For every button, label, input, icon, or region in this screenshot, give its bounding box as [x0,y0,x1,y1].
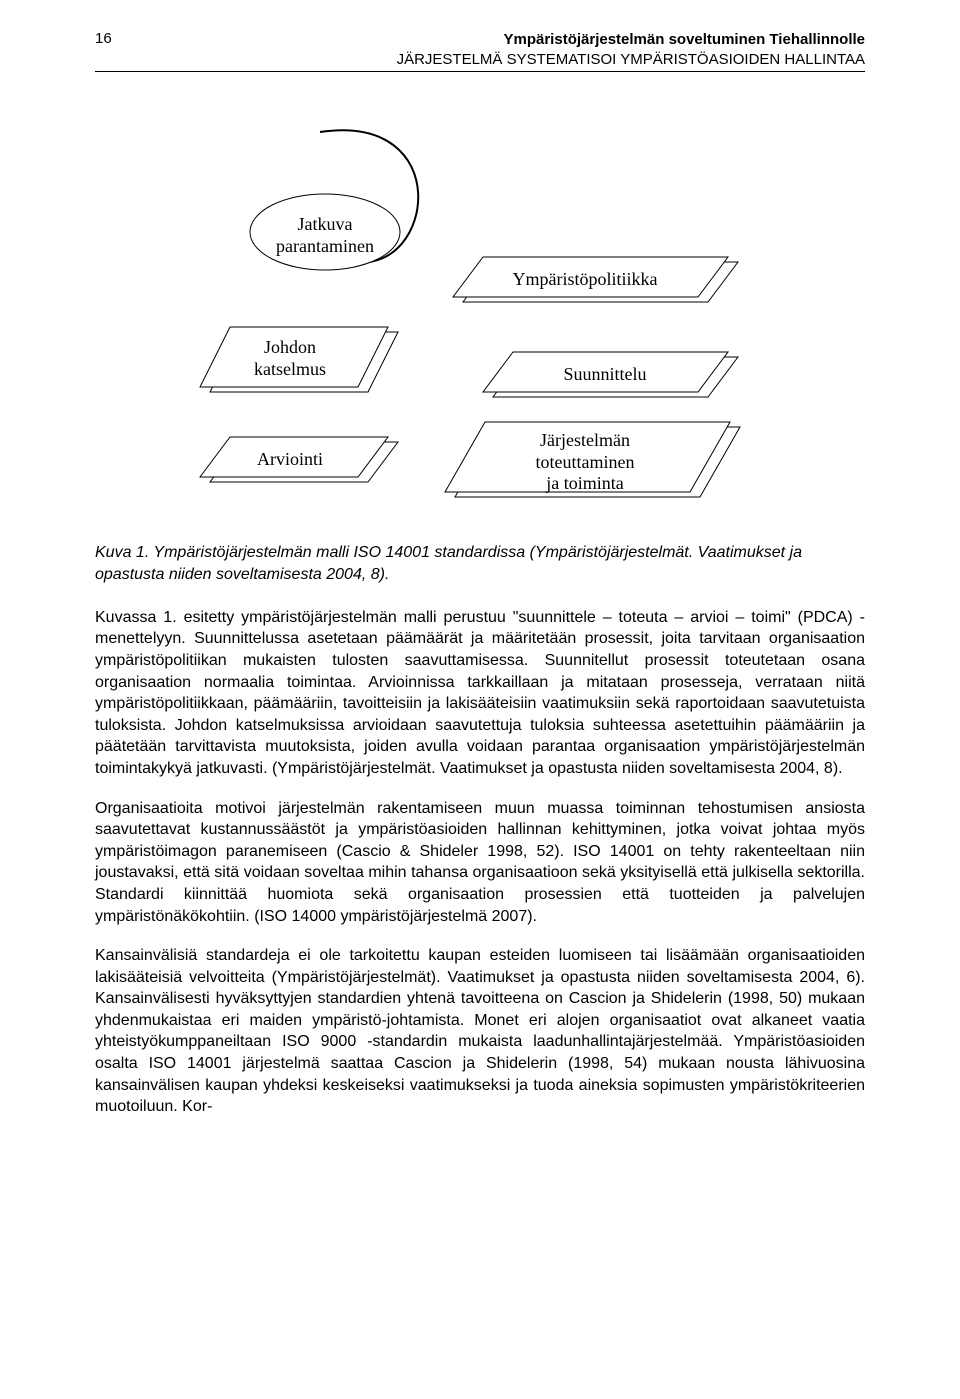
header-titles: Ympäristöjärjestelmän soveltuminen Tieha… [397,30,865,69]
paragraph-1: Kuvassa 1. esitetty ympäristöjärjestelmä… [95,607,865,780]
page-header: 16 Ympäristöjärjestelmän soveltuminen Ti… [95,30,865,72]
node-suunnittelu-label: Suunnittelu [515,364,695,386]
pdca-diagram: Jatkuvaparantaminen Ympäristöpolitiikka … [95,102,865,512]
node-toteutus-label: Järjestelmäntoteuttaminenja toiminta [490,430,680,495]
paragraph-2: Organisaatioita motivoi järjestelmän rak… [95,798,865,928]
paragraph-3: Kansainvälisiä standardeja ei ole tarkoi… [95,945,865,1118]
page-number: 16 [95,30,112,47]
header-title-sub: JÄRJESTELMÄ SYSTEMATISOI YMPÄRISTÖASIOID… [397,50,865,70]
node-politiikka-label: Ympäristöpolitiikka [480,269,690,291]
node-arviointi-label: Arviointi [235,449,345,471]
node-katselmus-label: Johdonkatselmus [230,337,350,380]
figure-caption: Kuva 1. Ympäristöjärjestelmän malli ISO … [95,542,865,587]
header-title-main: Ympäristöjärjestelmän soveltuminen Tieha… [397,30,865,50]
node-jatkuva-label: Jatkuvaparantaminen [270,214,380,257]
